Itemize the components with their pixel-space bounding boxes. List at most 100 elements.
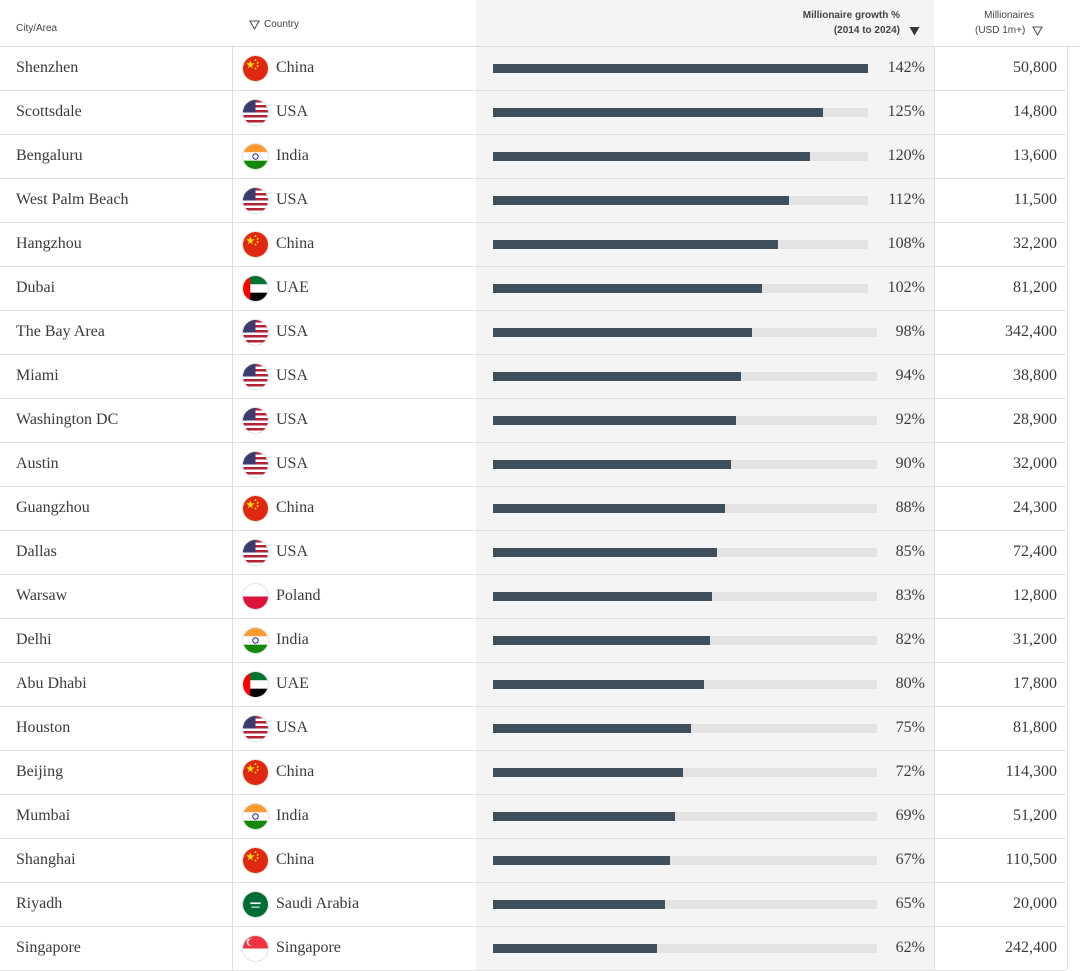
country-name: USA	[276, 719, 309, 736]
growth-bar-fill	[493, 416, 736, 425]
growth-bar-track	[493, 328, 877, 337]
growth-header-line1: Millionaire growth %	[802, 10, 900, 21]
table-row[interactable]: Miami USA 94% 38,800	[0, 355, 1068, 399]
millionaires-cell: 32,200	[934, 223, 1068, 266]
city-name: West Palm Beach	[16, 191, 129, 208]
country-name: USA	[276, 543, 309, 560]
city-column-header[interactable]: City/Area	[16, 23, 58, 34]
country-cell: USA	[232, 311, 477, 354]
growth-bar-track	[493, 284, 868, 293]
country-name: USA	[276, 455, 309, 472]
growth-bar-fill	[493, 636, 710, 645]
city-name: Guangzhou	[16, 499, 90, 516]
china-flag-icon	[243, 56, 268, 81]
growth-percent: 98%	[895, 323, 925, 340]
table-row[interactable]: Hangzhou China 108% 32,200	[0, 223, 1068, 267]
growth-bar-fill	[493, 328, 752, 337]
millionaires-count: 342,400	[1005, 323, 1057, 340]
table-row[interactable]: Guangzhou China 88% 24,300	[0, 487, 1068, 531]
millionaires-cell: 17,800	[934, 663, 1068, 706]
millionaires-column-header[interactable]: Millionaires (USD 1m+)	[975, 8, 1044, 38]
millionaires-cell: 24,300	[934, 487, 1068, 530]
india-flag-icon	[243, 144, 268, 169]
cities-table: Shenzhen China 142% 50,800 Scottsdale US…	[0, 47, 1080, 971]
growth-column-background	[476, 0, 934, 970]
table-row[interactable]: Bengaluru India 120% 13,600	[0, 135, 1068, 179]
table-row[interactable]: Beijing China 72% 114,300	[0, 751, 1068, 795]
table-row[interactable]: Dubai UAE 102% 81,200	[0, 267, 1068, 311]
growth-bar-track	[493, 812, 877, 821]
table-row[interactable]: Abu Dhabi UAE 80% 17,800	[0, 663, 1068, 707]
table-row[interactable]: Houston USA 75% 81,800	[0, 707, 1068, 751]
usa-flag-icon	[243, 188, 268, 213]
table-row[interactable]: Shanghai China 67% 110,500	[0, 839, 1068, 883]
country-name: India	[276, 147, 309, 164]
country-name: China	[276, 59, 315, 76]
growth-percent: 75%	[895, 719, 925, 736]
usa-flag-icon	[243, 452, 268, 477]
growth-bar-track	[493, 152, 868, 161]
table-row[interactable]: Shenzhen China 142% 50,800	[0, 47, 1068, 91]
table-row[interactable]: Mumbai India 69% 51,200	[0, 795, 1068, 839]
growth-bar-track	[493, 592, 877, 601]
city-name: Delhi	[16, 631, 52, 648]
sort-outline-icon	[1032, 25, 1044, 36]
table-row[interactable]: Riyadh Saudi Arabia 65% 20,000	[0, 883, 1068, 927]
city-name: Warsaw	[16, 587, 68, 604]
millionaires-cell: 81,200	[934, 267, 1068, 310]
millionaires-count: 110,500	[1005, 851, 1057, 868]
millionaires-count: 12,800	[1013, 587, 1057, 604]
table-row[interactable]: Scottsdale USA 125% 14,800	[0, 91, 1068, 135]
millionaires-cell: 81,800	[934, 707, 1068, 750]
millionaires-cell: 110,500	[934, 839, 1068, 882]
growth-bar-track	[493, 548, 877, 557]
growth-percent: 112%	[888, 191, 925, 208]
table-row[interactable]: Austin USA 90% 32,000	[0, 443, 1068, 487]
growth-column-header[interactable]: Millionaire growth % (2014 to 2024)	[803, 8, 920, 38]
country-column-header[interactable]: Country	[249, 19, 299, 30]
millionaires-count: 28,900	[1013, 411, 1057, 428]
millionaires-cell: 12,800	[934, 575, 1068, 618]
city-name: Scottsdale	[16, 103, 82, 120]
usa-flag-icon	[243, 364, 268, 389]
table-row[interactable]: Washington DC USA 92% 28,900	[0, 399, 1068, 443]
city-name: The Bay Area	[16, 323, 105, 340]
country-name: China	[276, 499, 315, 516]
growth-bar-track	[493, 724, 877, 733]
country-name: USA	[276, 323, 309, 340]
millionaires-header-line1: Millionaires	[984, 10, 1035, 21]
country-cell: USA	[232, 91, 477, 134]
usa-flag-icon	[243, 408, 268, 433]
sort-active-icon	[909, 26, 920, 36]
growth-bar-track	[493, 372, 877, 381]
millionaires-cell: 28,900	[934, 399, 1068, 442]
city-name: Miami	[16, 367, 59, 384]
growth-bar-fill	[493, 812, 675, 821]
table-row[interactable]: Warsaw Poland 83% 12,800	[0, 575, 1068, 619]
millionaires-count: 38,800	[1013, 367, 1057, 384]
india-flag-icon	[243, 628, 268, 653]
usa-flag-icon	[243, 100, 268, 125]
millionaires-cell: 342,400	[934, 311, 1068, 354]
country-name: Saudi Arabia	[276, 895, 360, 912]
growth-percent: 85%	[895, 543, 925, 560]
city-name: Singapore	[16, 939, 81, 956]
uae-flag-icon	[243, 276, 268, 301]
table-row[interactable]: The Bay Area USA 98% 342,400	[0, 311, 1068, 355]
table-row[interactable]: Dallas USA 85% 72,400	[0, 531, 1068, 575]
millionaires-count: 81,800	[1013, 719, 1057, 736]
growth-bar-fill	[493, 768, 683, 777]
table-row[interactable]: Delhi India 82% 31,200	[0, 619, 1068, 663]
growth-bar-track	[493, 680, 877, 689]
millionaires-count: 32,200	[1013, 235, 1057, 252]
country-cell: Poland	[232, 575, 477, 618]
growth-bar-fill	[493, 64, 868, 73]
growth-bar-track	[493, 856, 877, 865]
table-row[interactable]: Singapore Singapore 62% 242,400	[0, 927, 1068, 971]
china-flag-icon	[243, 232, 268, 257]
country-cell: USA	[232, 399, 477, 442]
table-row[interactable]: West Palm Beach USA 112% 11,500	[0, 179, 1068, 223]
growth-bar-fill	[493, 856, 670, 865]
usa-flag-icon	[243, 320, 268, 345]
millionaires-count: 50,800	[1013, 59, 1057, 76]
